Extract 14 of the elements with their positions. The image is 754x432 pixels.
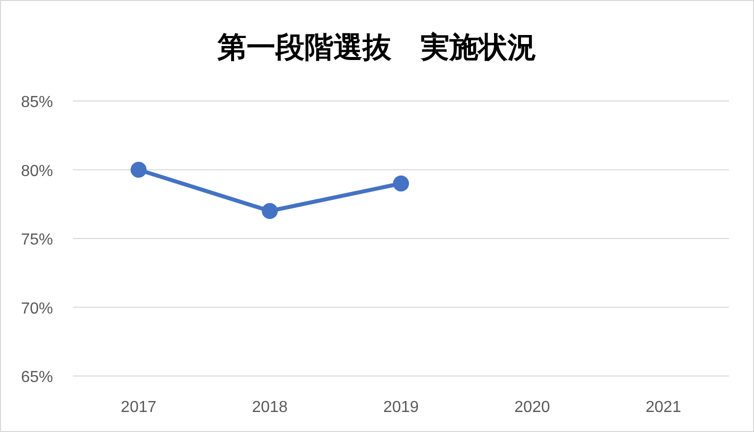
- point: [393, 176, 409, 192]
- x-tick-label: 2021: [646, 399, 682, 416]
- y-tick-label: 80%: [20, 162, 53, 180]
- y-tick-label: 75%: [20, 232, 53, 248]
- y-tick-label: 65%: [20, 369, 53, 386]
- x-tick-label: 2020: [514, 399, 550, 416]
- x-tick-label: 2018: [252, 399, 288, 416]
- point: [130, 162, 147, 178]
- chart-title: 第一段階選抜 実施状況: [216, 31, 536, 64]
- y-tick-label: 85%: [20, 94, 53, 111]
- point: [262, 203, 278, 219]
- x-tick-label: 2017: [120, 399, 156, 416]
- x-tick-label: 2019: [383, 399, 419, 416]
- y-tick-label: 70%: [20, 300, 53, 318]
